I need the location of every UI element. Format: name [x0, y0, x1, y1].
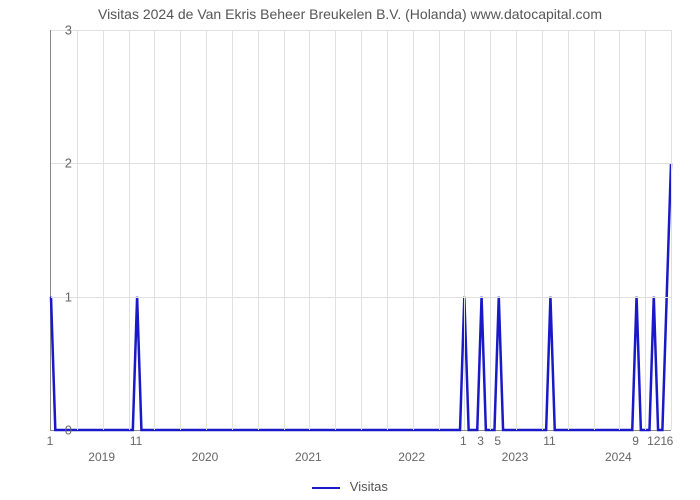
- x-tick-label: 11: [543, 434, 555, 448]
- gridline-vertical: [413, 30, 414, 430]
- gridline-vertical: [516, 30, 517, 430]
- y-tick-label: 0: [52, 423, 72, 438]
- gridline-vertical: [619, 30, 620, 430]
- gridline-horizontal: [51, 297, 671, 298]
- y-tick-label: 2: [52, 156, 72, 171]
- gridline-vertical: [387, 30, 388, 430]
- gridline-vertical: [129, 30, 130, 430]
- legend: Visitas: [0, 479, 700, 494]
- gridline-horizontal: [51, 30, 671, 31]
- gridline-horizontal: [51, 163, 671, 164]
- x-year-label: 2020: [192, 450, 219, 464]
- gridline-vertical: [568, 30, 569, 430]
- x-year-label: 2021: [295, 450, 322, 464]
- x-year-label: 2023: [502, 450, 529, 464]
- legend-swatch: [312, 487, 340, 489]
- x-tick-label: 6: [667, 434, 674, 448]
- gridline-vertical: [464, 30, 465, 430]
- gridline-vertical: [309, 30, 310, 430]
- gridline-vertical: [180, 30, 181, 430]
- gridline-vertical: [232, 30, 233, 430]
- gridline-vertical: [77, 30, 78, 430]
- x-year-label: 2022: [398, 450, 425, 464]
- x-tick-label: 11: [130, 434, 142, 448]
- gridline-vertical: [542, 30, 543, 430]
- chart-title: Visitas 2024 de Van Ekris Beheer Breukel…: [0, 6, 700, 22]
- x-tick-label: 1: [47, 434, 54, 448]
- gridline-vertical: [284, 30, 285, 430]
- plot-area: [50, 30, 671, 431]
- gridline-vertical: [361, 30, 362, 430]
- x-year-label: 2024: [605, 450, 632, 464]
- y-tick-label: 1: [52, 289, 72, 304]
- gridline-vertical: [594, 30, 595, 430]
- gridline-vertical: [154, 30, 155, 430]
- x-tick-label: 121: [647, 434, 667, 448]
- gridline-vertical: [206, 30, 207, 430]
- gridline-vertical: [490, 30, 491, 430]
- gridline-vertical: [671, 30, 672, 430]
- gridline-vertical: [103, 30, 104, 430]
- gridline-vertical: [258, 30, 259, 430]
- x-tick-label: 5: [494, 434, 501, 448]
- x-tick-label: 9: [632, 434, 639, 448]
- x-tick-label: 1: [460, 434, 467, 448]
- gridline-vertical: [439, 30, 440, 430]
- x-tick-label: 3: [477, 434, 484, 448]
- y-tick-label: 3: [52, 23, 72, 38]
- x-year-label: 2019: [88, 450, 115, 464]
- gridline-vertical: [335, 30, 336, 430]
- gridline-vertical: [645, 30, 646, 430]
- chart-container: Visitas 2024 de Van Ekris Beheer Breukel…: [0, 0, 700, 500]
- legend-label: Visitas: [350, 479, 388, 494]
